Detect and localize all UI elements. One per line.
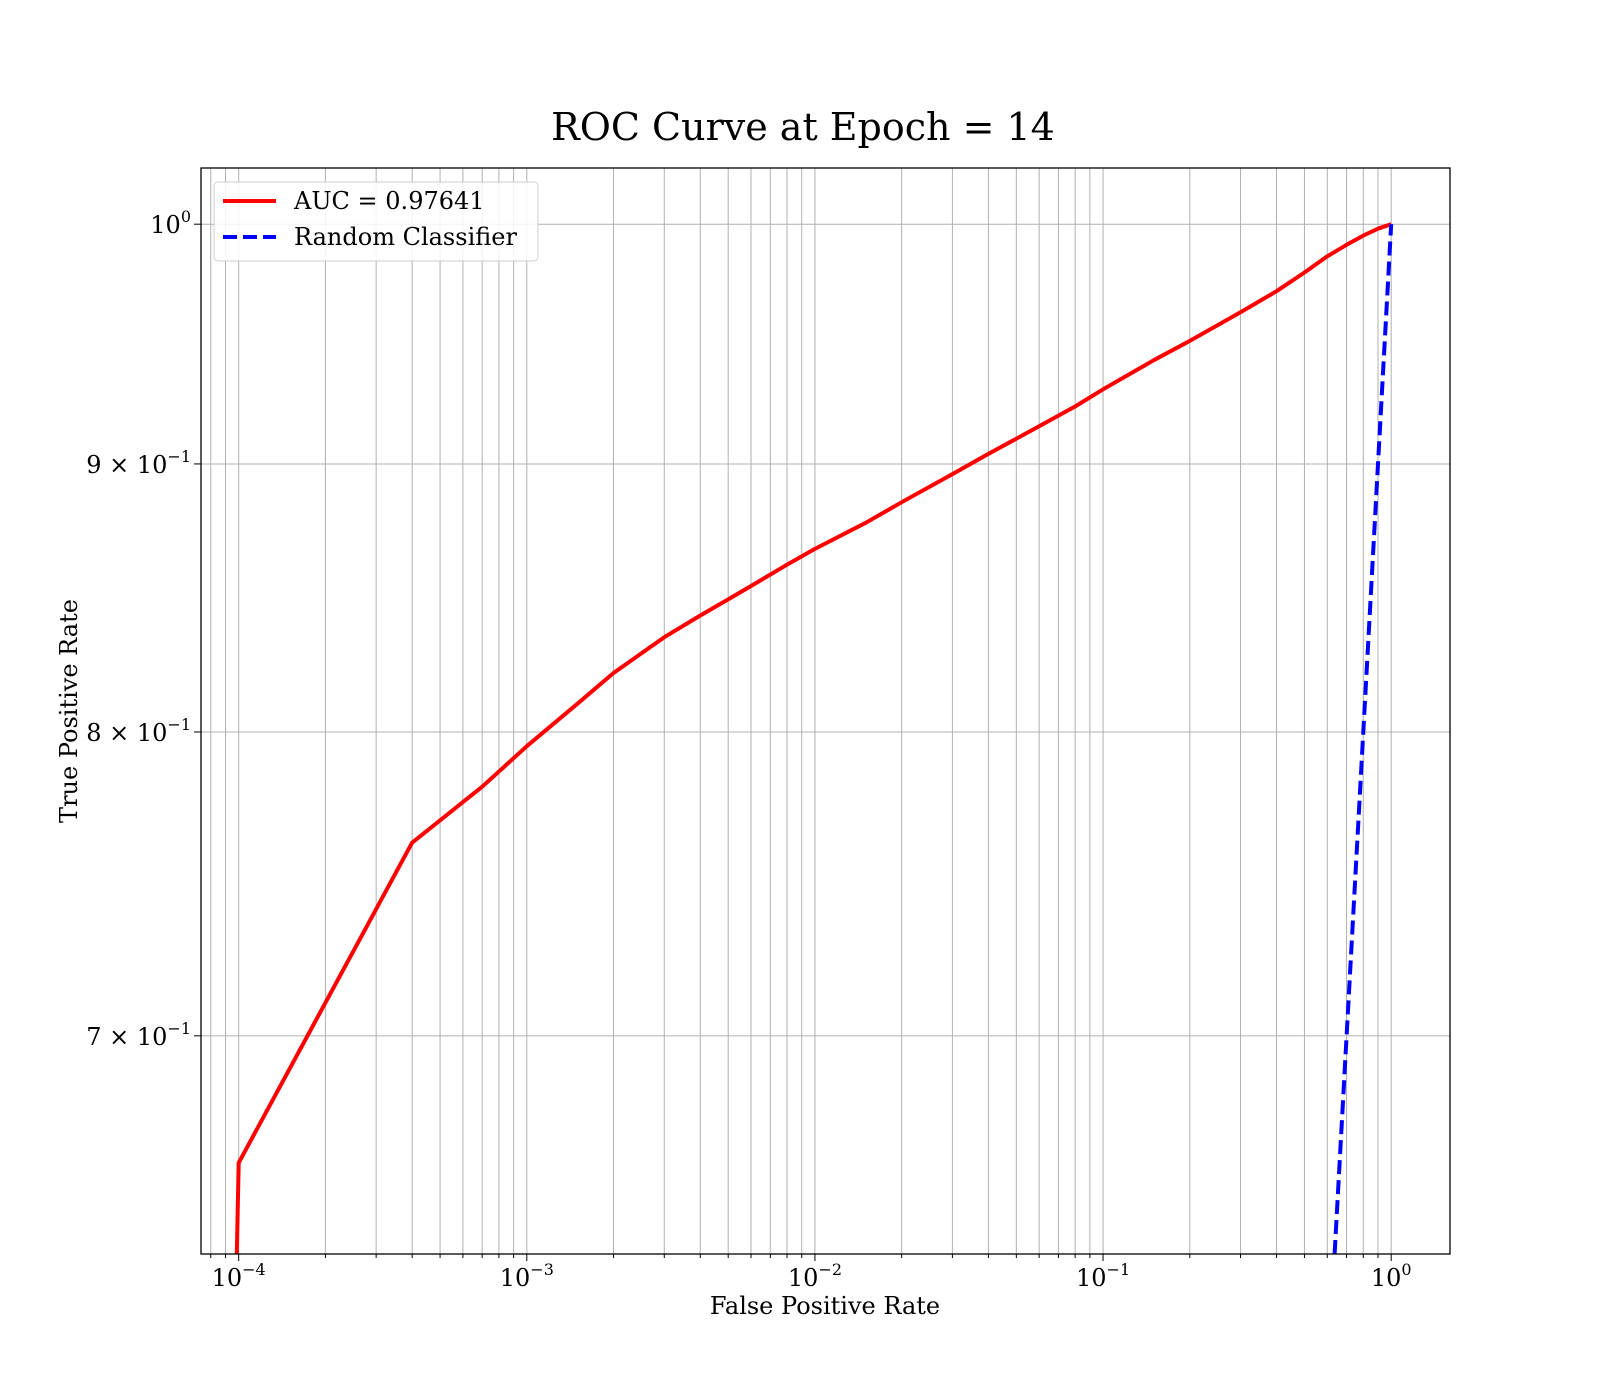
x-tick-label: 10−4	[212, 1260, 266, 1292]
roc-curve-line	[234, 222, 1392, 1255]
x-axis-label: False Positive Rate	[710, 1292, 940, 1320]
chart-title: ROC Curve at Epoch = 14	[551, 105, 1055, 149]
series-layer	[234, 222, 1394, 1255]
y-tick-label: 100	[150, 207, 191, 239]
y-axis-label: True Positive Rate	[55, 599, 83, 823]
legend-box	[213, 181, 539, 262]
ticks: 10−4 10−3 10−2 10−1 100 7 × 10−1 8 × 10−1 9 × 1…	[86, 207, 1411, 1292]
x-tick-label: 100	[1371, 1260, 1412, 1292]
x-tick-label: 10−3	[500, 1260, 554, 1292]
legend-label-random: Random Classifier	[294, 223, 517, 251]
legend-label-auc: AUC = 0.97641	[293, 187, 485, 215]
y-tick-label: 7 × 10−1	[86, 1019, 191, 1051]
grid	[201, 168, 1450, 1254]
plot-frame	[200, 167, 1451, 1255]
x-tick-label: 10−2	[788, 1260, 842, 1292]
x-tick-label: 10−1	[1076, 1260, 1130, 1292]
legend: AUC = 0.97641 Random Classifier	[213, 181, 539, 262]
y-tick-label: 9 × 10−1	[86, 447, 191, 479]
y-tick-label: 8 × 10−1	[86, 715, 191, 747]
random-classifier-line	[1332, 224, 1394, 1255]
